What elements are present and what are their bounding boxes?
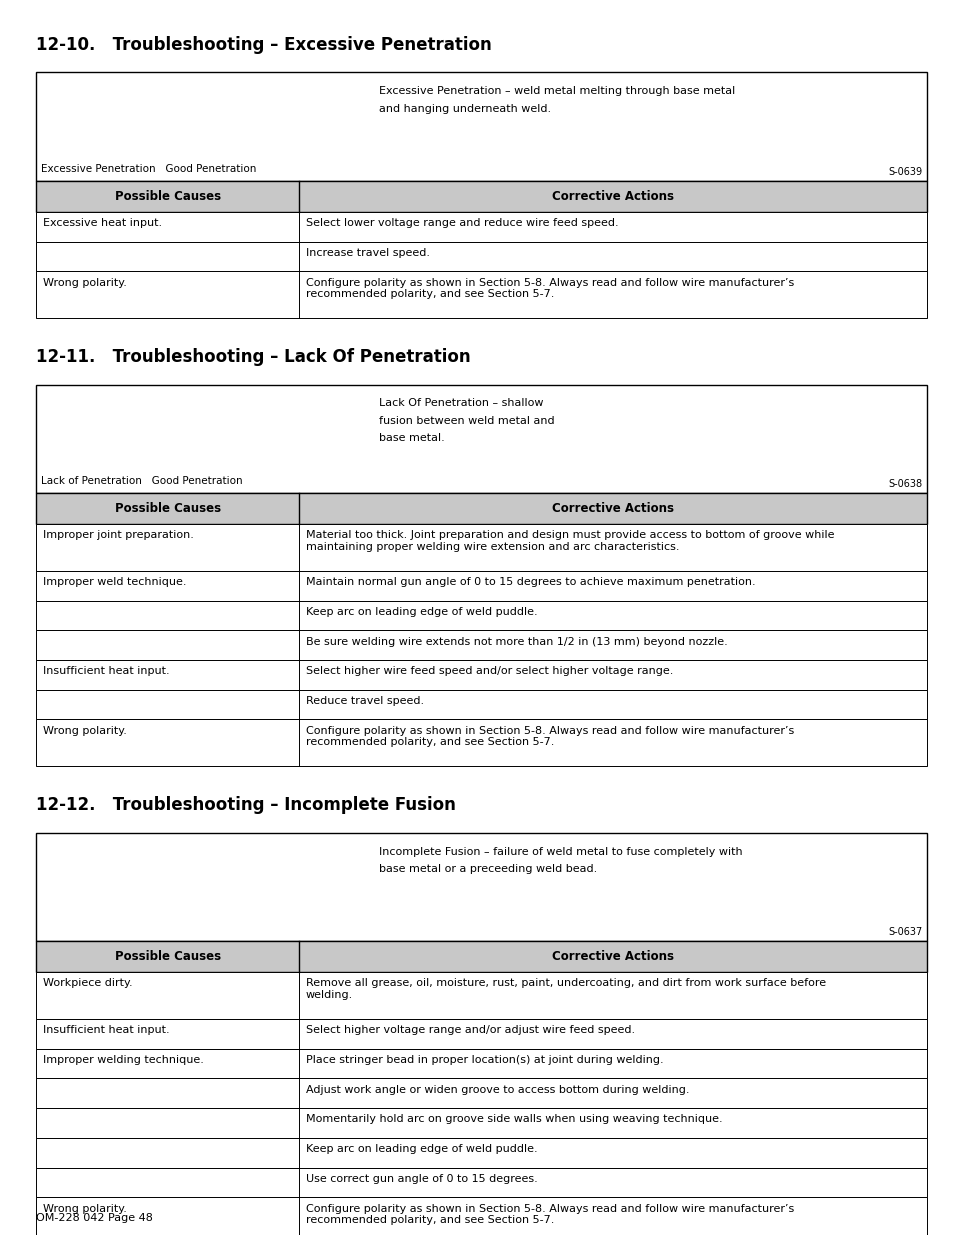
Bar [36,1167,926,1198]
Text: S-0639: S-0639 [887,167,922,177]
Text: Insufficient heat input.: Insufficient heat input. [43,1025,170,1035]
Text: Improper welding technique.: Improper welding technique. [43,1055,204,1065]
Text: Reduce travel speed.: Reduce travel speed. [306,697,423,706]
Text: Lack Of Penetration – shallow: Lack Of Penetration – shallow [379,399,543,409]
Text: 12-10.   Troubleshooting – Excessive Penetration: 12-10. Troubleshooting – Excessive Penet… [36,36,492,54]
Text: Possible Causes: Possible Causes [114,190,220,203]
Text: Maintain normal gun angle of 0 to 15 degrees to achieve maximum penetration.: Maintain normal gun angle of 0 to 15 deg… [306,577,755,587]
Text: Workpiece dirty.: Workpiece dirty. [43,978,132,988]
Bar [36,720,926,767]
Text: Momentarily hold arc on groove side walls when using weaving technique.: Momentarily hold arc on groove side wall… [306,1114,721,1125]
Bar [36,493,926,524]
Text: Use correct gun angle of 0 to 15 degrees.: Use correct gun angle of 0 to 15 degrees… [306,1174,537,1184]
Text: Be sure welding wire extends not more than 1/2 in (13 mm) beyond nozzle.: Be sure welding wire extends not more th… [306,636,727,647]
Bar [36,1198,926,1235]
Text: Excessive Penetration   Good Penetration: Excessive Penetration Good Penetration [41,164,256,174]
Text: Remove all grease, oil, moisture, rust, paint, undercoating, and dirt from work : Remove all grease, oil, moisture, rust, … [306,978,825,1000]
Text: Keep arc on leading edge of weld puddle.: Keep arc on leading edge of weld puddle. [306,606,537,616]
Text: Possible Causes: Possible Causes [114,503,220,515]
Text: 12-11.   Troubleshooting – Lack Of Penetration: 12-11. Troubleshooting – Lack Of Penetra… [36,348,471,366]
Text: base metal.: base metal. [379,433,445,443]
Bar [36,384,926,493]
Text: Wrong polarity.: Wrong polarity. [43,1204,127,1214]
Bar [36,1108,926,1137]
Text: Corrective Actions: Corrective Actions [552,950,674,963]
Text: Corrective Actions: Corrective Actions [552,190,674,203]
Bar [36,972,926,1019]
Text: Wrong polarity.: Wrong polarity. [43,726,127,736]
Bar [36,1078,926,1108]
Text: Select higher wire feed speed and/or select higher voltage range.: Select higher wire feed speed and/or sel… [306,667,673,677]
Text: 12-12.   Troubleshooting – Incomplete Fusion: 12-12. Troubleshooting – Incomplete Fusi… [36,797,456,814]
Bar [36,630,926,659]
Text: S-0638: S-0638 [887,479,922,489]
Bar [36,524,926,571]
Text: base metal or a preceeding weld bead.: base metal or a preceeding weld bead. [379,863,597,874]
Text: Configure polarity as shown in Section 5-8. Always read and follow wire manufact: Configure polarity as shown in Section 5… [306,278,793,299]
Bar [36,1019,926,1049]
Text: Configure polarity as shown in Section 5-8. Always read and follow wire manufact: Configure polarity as shown in Section 5… [306,726,793,747]
Bar [36,1049,926,1078]
Text: Excessive Penetration – weld metal melting through base metal: Excessive Penetration – weld metal melti… [379,86,735,96]
Text: Place stringer bead in proper location(s) at joint during welding.: Place stringer bead in proper location(s… [306,1055,662,1065]
Text: Adjust work angle or widen groove to access bottom during welding.: Adjust work angle or widen groove to acc… [306,1084,689,1094]
Bar [36,690,926,720]
Text: Lack of Penetration   Good Penetration: Lack of Penetration Good Penetration [41,477,242,487]
Bar [36,182,926,212]
Bar [36,571,926,600]
Bar [36,73,926,182]
Bar [36,1137,926,1167]
Text: Corrective Actions: Corrective Actions [552,503,674,515]
Text: and hanging underneath weld.: and hanging underneath weld. [379,104,551,114]
Text: Material too thick. Joint preparation and design must provide access to bottom o: Material too thick. Joint preparation an… [306,530,834,552]
Text: Select lower voltage range and reduce wire feed speed.: Select lower voltage range and reduce wi… [306,219,618,228]
Text: fusion between weld metal and: fusion between weld metal and [379,416,555,426]
Text: Possible Causes: Possible Causes [114,950,220,963]
Text: Wrong polarity.: Wrong polarity. [43,278,127,288]
Text: Configure polarity as shown in Section 5-8. Always read and follow wire manufact: Configure polarity as shown in Section 5… [306,1204,793,1225]
Text: Incomplete Fusion – failure of weld metal to fuse completely with: Incomplete Fusion – failure of weld meta… [379,847,742,857]
Text: S-0637: S-0637 [887,927,922,937]
Bar [36,242,926,272]
Bar [36,832,926,941]
Bar [36,212,926,242]
Text: Keep arc on leading edge of weld puddle.: Keep arc on leading edge of weld puddle. [306,1144,537,1155]
Text: Increase travel speed.: Increase travel speed. [306,248,430,258]
Text: Improper joint preparation.: Improper joint preparation. [43,530,193,540]
Text: OM-228 042 Page 48: OM-228 042 Page 48 [36,1213,153,1223]
Text: Improper weld technique.: Improper weld technique. [43,577,186,587]
Text: Excessive heat input.: Excessive heat input. [43,219,162,228]
Bar [36,272,926,319]
Bar [36,600,926,630]
Text: Select higher voltage range and/or adjust wire feed speed.: Select higher voltage range and/or adjus… [306,1025,635,1035]
Text: Insufficient heat input.: Insufficient heat input. [43,667,170,677]
Bar [36,941,926,972]
Bar [36,659,926,690]
